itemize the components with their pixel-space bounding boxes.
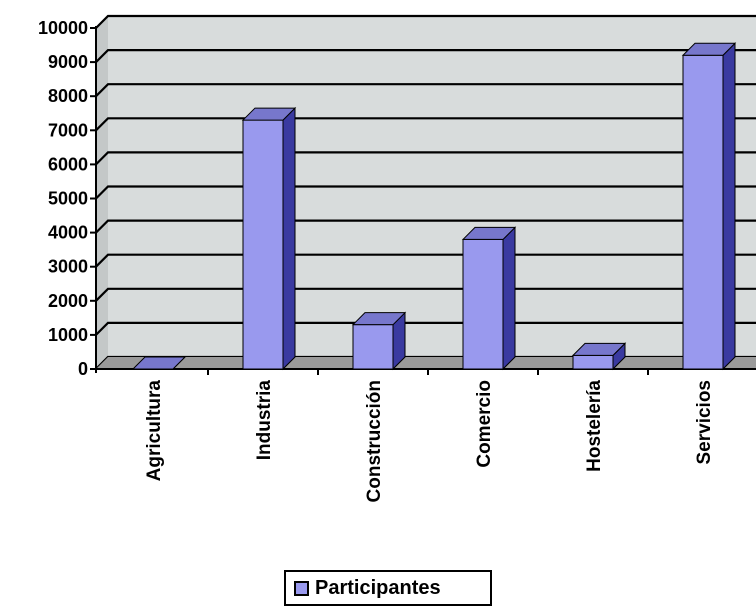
gridline: [95, 219, 756, 234]
y-tick-label: 7000: [48, 120, 88, 140]
bar-top: [351, 312, 407, 326]
bar: [241, 106, 297, 371]
bar-top: [461, 226, 517, 240]
gridline: [95, 48, 756, 63]
gridline: [95, 83, 756, 97]
y-tick-label: 6000: [48, 154, 88, 174]
y-tick-label: 1000: [48, 325, 88, 345]
y-tick-label: 5000: [48, 189, 88, 209]
gridline: [95, 151, 756, 166]
y-tick-label: 10000: [38, 18, 88, 38]
y-tick-label: 0: [78, 359, 88, 379]
bar-top: [571, 342, 627, 356]
bar-front: [462, 238, 504, 370]
x-tick-label: Comercio: [474, 380, 495, 468]
bar-front: [242, 119, 284, 370]
legend-swatch: [294, 580, 309, 596]
bar-top: [241, 107, 297, 121]
bar-side: [502, 226, 516, 371]
y-tick-label: 9000: [48, 52, 88, 72]
chart-floor: [96, 357, 756, 369]
bar-front: [572, 354, 614, 370]
y-tick-label: 3000: [48, 257, 88, 277]
x-tick-label: Agricultura: [144, 380, 165, 482]
gridline: [95, 253, 756, 268]
x-tick-label: Hostelería: [584, 380, 605, 472]
bar: [681, 42, 737, 371]
bar-top: [681, 42, 737, 56]
bar: [571, 342, 627, 371]
y-tick-label: 4000: [48, 223, 88, 243]
bar-top: [131, 356, 187, 370]
chart-legend: Participantes: [284, 570, 492, 606]
y-tick-label: 8000: [48, 86, 88, 106]
y-tick-label: 2000: [48, 291, 88, 311]
bar-side: [722, 42, 736, 371]
gridline: [95, 14, 756, 29]
x-tick-label: Construcción: [364, 380, 385, 502]
bar: [351, 311, 407, 371]
gridline: [95, 185, 756, 200]
bar: [131, 356, 187, 370]
bar-side: [282, 106, 296, 371]
gridline: [95, 287, 756, 302]
bar-front: [352, 324, 394, 370]
gridline: [95, 117, 756, 132]
legend-label: Participantes: [315, 576, 441, 599]
x-tick-label: Industria: [254, 380, 275, 461]
gridline: [95, 321, 756, 336]
bar: [461, 226, 517, 371]
bar-front: [682, 54, 724, 370]
x-tick-label: Servicios: [694, 380, 715, 465]
